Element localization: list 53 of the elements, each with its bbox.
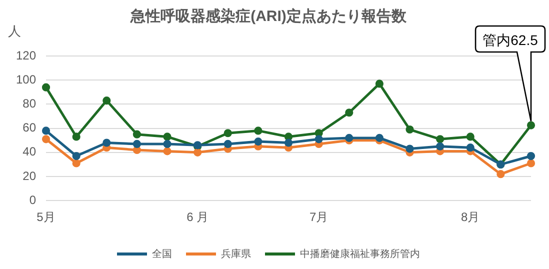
point	[194, 148, 202, 156]
point	[314, 135, 323, 144]
point	[132, 130, 142, 138]
point	[436, 135, 444, 144]
x-tick-label: 5月	[36, 210, 56, 224]
y-tick-label: 100	[16, 72, 36, 86]
point	[163, 140, 172, 148]
y-tick-label: 0	[29, 192, 36, 207]
point	[345, 134, 354, 142]
point	[496, 170, 505, 178]
chart-title: 急性呼吸器感染症(ARI)定点あたり報告数	[130, 7, 408, 26]
point	[163, 147, 172, 156]
point	[436, 142, 444, 150]
y-tick-label: 20	[22, 168, 36, 183]
y-tick-label: 60	[22, 120, 36, 135]
point	[345, 108, 354, 117]
point	[284, 138, 293, 147]
legend-label: 中播磨健康福祉事務所管内	[300, 248, 420, 260]
point	[466, 132, 474, 141]
point	[72, 152, 80, 160]
point	[72, 132, 80, 141]
point	[466, 144, 474, 152]
y-tick-label: 120	[16, 48, 36, 62]
y-tick-label: 80	[22, 96, 36, 111]
point	[42, 126, 50, 135]
point	[254, 126, 262, 135]
point	[42, 83, 50, 92]
point	[406, 144, 414, 153]
point	[254, 138, 262, 146]
point	[224, 129, 232, 138]
legend-label: 兵庫県	[221, 248, 251, 260]
text: 管内62.5	[482, 32, 538, 48]
point	[42, 135, 50, 144]
y-axis-title: 人	[8, 24, 21, 39]
point	[314, 129, 323, 138]
point	[375, 134, 384, 142]
point	[102, 96, 111, 105]
point	[224, 140, 232, 148]
point	[526, 121, 536, 130]
y-tick-label: 40	[22, 144, 36, 159]
x-tick-label: 8月	[461, 210, 480, 224]
point	[526, 159, 536, 168]
point	[102, 138, 111, 147]
point	[284, 132, 293, 141]
point	[526, 152, 536, 160]
point	[72, 159, 80, 168]
point	[163, 132, 172, 141]
point	[132, 140, 142, 148]
x-tick-label: 7月	[309, 210, 328, 224]
legend-label: 全国	[152, 248, 172, 260]
x-tick-label: 6 月	[186, 210, 209, 224]
point	[406, 125, 414, 134]
point	[375, 80, 384, 88]
